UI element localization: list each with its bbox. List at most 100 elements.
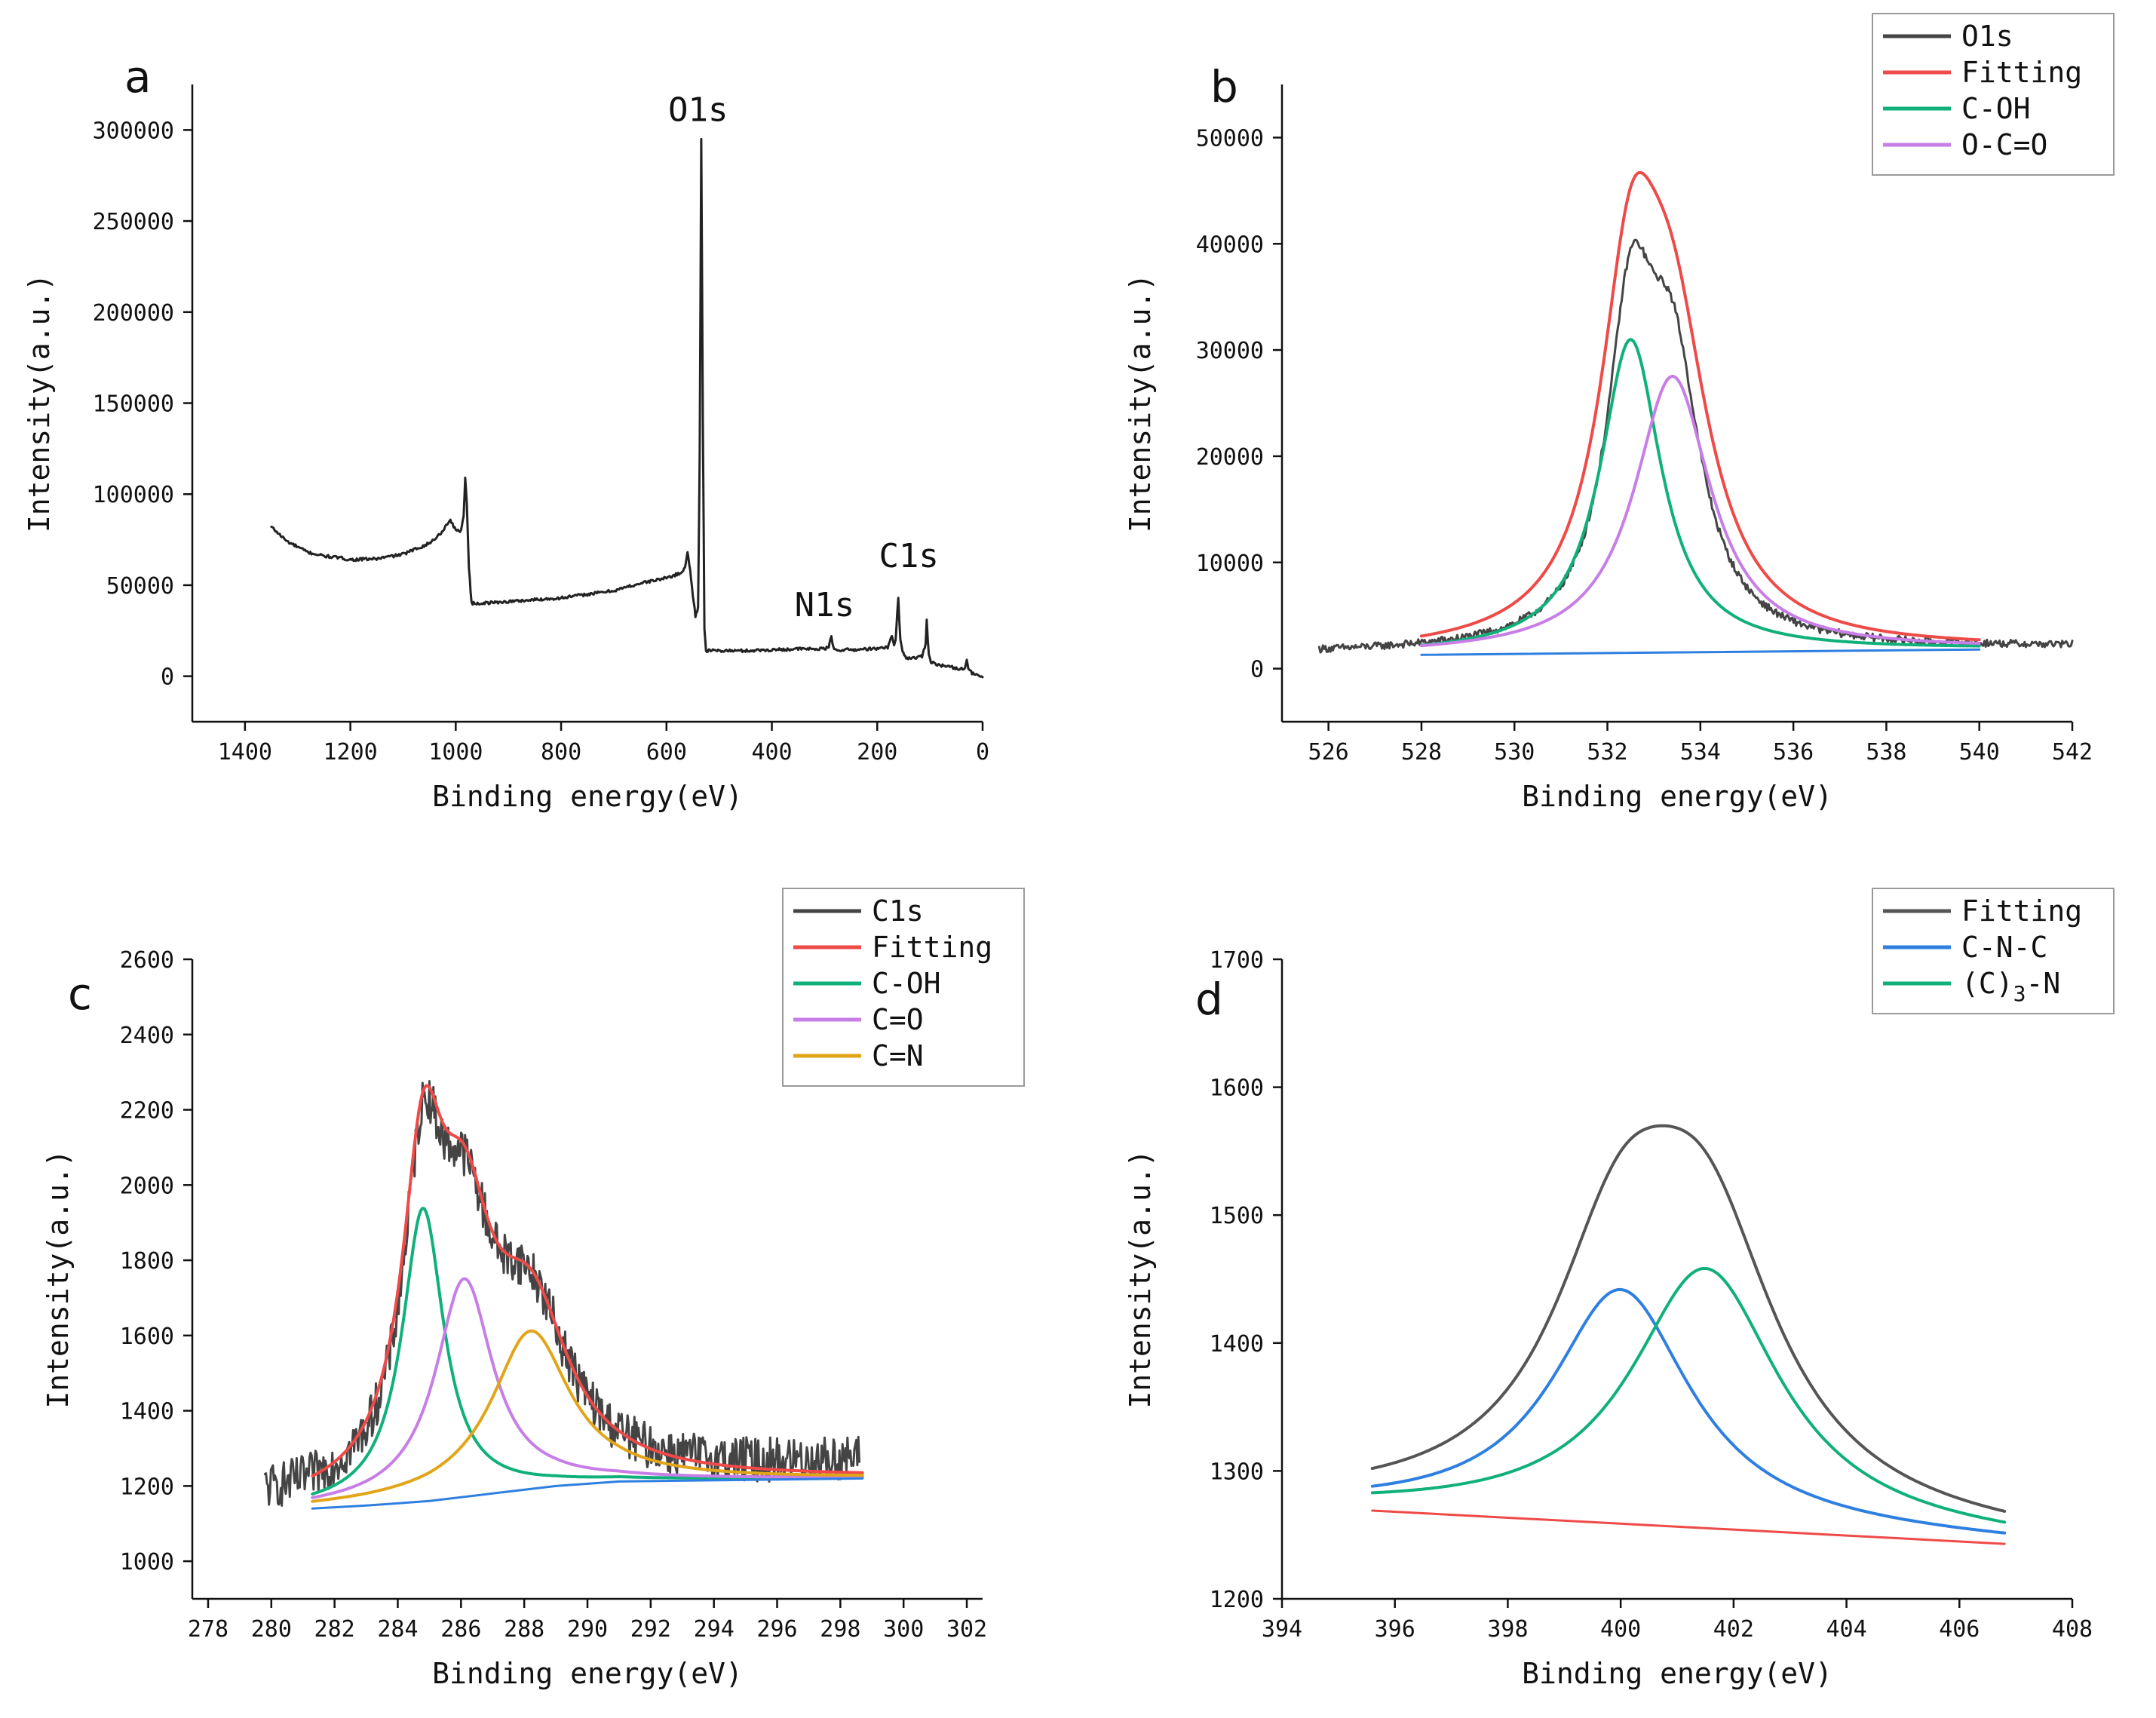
x-tick-label: 528: [1401, 739, 1442, 765]
series-background: [1420, 648, 1981, 656]
y-tick-label: 1600: [1210, 1075, 1264, 1102]
y-tick-label: 1700: [1210, 947, 1264, 974]
x-tick-label: 1400: [218, 739, 272, 765]
y-tick-label: 1400: [1210, 1331, 1264, 1358]
y-tick-label: 2600: [120, 947, 174, 974]
x-tick-label: 538: [1866, 739, 1906, 765]
x-tick-label: 280: [251, 1616, 292, 1643]
y-tick-label: 1300: [1210, 1459, 1264, 1485]
legend-entry: Fitting: [1961, 56, 2082, 89]
y-axis-title: Intensity(a.u.): [1124, 274, 1157, 532]
y-tick-label: 50000: [1196, 125, 1264, 152]
y-tick-label: 2200: [120, 1098, 174, 1124]
x-tick-label: 284: [377, 1616, 418, 1643]
x-tick-label: 540: [1959, 739, 2000, 765]
x-tick-label: 286: [440, 1616, 481, 1643]
y-tick-label: 1400: [120, 1399, 174, 1425]
chart-panel-a: 1400 1200 1000 800 600 400 200 0 0 50000 100000 150…: [23, 51, 989, 813]
x-tick-label: 288: [504, 1616, 544, 1643]
panel-label: a: [124, 51, 152, 103]
y-tick-label: 150000: [93, 391, 174, 418]
panel-label: d: [1195, 974, 1223, 1025]
legend-box: [1872, 13, 2115, 176]
x-tick-label: 530: [1494, 739, 1535, 765]
x-tick-label: 296: [756, 1616, 797, 1643]
y-tick-label: 1200: [1210, 1587, 1264, 1613]
y-tick-label: 1000: [120, 1549, 174, 1575]
chart-panel-d: 394 396 398 400 402 404 406 408 1200 1300 1400 1500…: [1124, 888, 2115, 1690]
legend-entry: Fitting: [1961, 894, 2082, 928]
x-tick-label: 542: [2052, 739, 2093, 765]
x-tick-label: 282: [314, 1616, 355, 1643]
series-fitting: [311, 1084, 864, 1478]
x-tick-label: 532: [1587, 739, 1627, 765]
x-tick-label: 294: [694, 1616, 735, 1643]
legend-entry: (C)3-N: [1961, 967, 2060, 1006]
legend-entry: O1s: [1961, 20, 2013, 53]
y-tick-label: 1200: [120, 1474, 174, 1500]
y-tick-label: 50000: [106, 573, 174, 600]
x-tick-label: 800: [541, 739, 581, 765]
x-tick-label: 396: [1375, 1616, 1415, 1643]
y-tick-label: 1800: [120, 1248, 174, 1275]
x-tick-label: 394: [1262, 1616, 1302, 1643]
series-fitting: [1419, 170, 1981, 642]
y-tick-label: 2000: [120, 1173, 174, 1199]
x-tick-label: 290: [567, 1616, 608, 1643]
series-c-n-c: [1370, 1287, 2007, 1535]
x-tick-label: 200: [857, 739, 897, 765]
y-tick-label: 200000: [93, 300, 174, 327]
x-tick-label: 400: [1600, 1616, 1641, 1643]
x-tick-label: 600: [646, 739, 687, 765]
series-fitting: [1370, 1124, 2007, 1513]
x-tick-label: 0: [976, 739, 989, 765]
x-tick-label: 298: [820, 1616, 860, 1643]
series-c1s: [263, 1080, 860, 1507]
peak-annotation: C1s: [879, 537, 938, 575]
legend-entry: C-OH: [872, 967, 941, 1000]
x-tick-label: 302: [946, 1616, 987, 1643]
series-c-oh: [1419, 338, 1981, 648]
legend-box: [782, 888, 1025, 1087]
legend-entry: C-N-C: [1961, 931, 2047, 964]
x-tick-label: 1200: [323, 739, 377, 765]
series-o1s: [1317, 238, 2074, 654]
legend-entry: C=O: [872, 1003, 924, 1036]
series-c-o: [311, 1277, 864, 1499]
y-tick-label: 30000: [1196, 338, 1264, 364]
legend-entry: C-OH: [1961, 92, 2031, 125]
y-axis-title: Intensity(a.u.): [23, 274, 56, 532]
y-tick-label: 1600: [120, 1324, 174, 1350]
x-tick-label: 534: [1680, 739, 1721, 765]
y-tick-label: 250000: [93, 209, 174, 235]
legend-entry: C1s: [872, 894, 924, 928]
x-tick-label: 404: [1826, 1616, 1866, 1643]
x-axis-title: Binding energy(eV): [1522, 1657, 1832, 1690]
x-axis-title: Binding energy(eV): [1522, 780, 1832, 813]
legend-entry: Fitting: [872, 931, 992, 964]
x-tick-label: 292: [630, 1616, 671, 1643]
chart-panel-c: 278 280 282 284 286 288 290 292 294 296 298 300 302 1…: [41, 888, 1025, 1690]
y-axis-title: Intensity(a.u.): [1124, 1149, 1157, 1408]
x-tick-label: 300: [883, 1616, 924, 1643]
panel-label: b: [1210, 61, 1238, 112]
panel-label: c: [68, 968, 92, 1020]
series-survey: [270, 137, 984, 679]
y-tick-label: 300000: [93, 118, 174, 144]
y-axis-title: Intensity(a.u.): [41, 1149, 75, 1408]
y-tick-label: 0: [1250, 657, 1264, 683]
peak-annotation: O1s: [668, 91, 728, 129]
y-tick-label: 1500: [1210, 1203, 1264, 1229]
series--c-3-n: [1370, 1266, 2007, 1524]
x-tick-label: 402: [1713, 1616, 1754, 1643]
series-background: [311, 1477, 864, 1510]
x-tick-label: 400: [751, 739, 792, 765]
series-background: [1371, 1509, 2006, 1545]
x-tick-label: 526: [1308, 739, 1349, 765]
legend-entry: O-C=O: [1961, 128, 2047, 161]
series-o-c-o: [1419, 374, 1981, 648]
y-tick-label: 20000: [1196, 444, 1264, 471]
y-tick-label: 2400: [120, 1023, 174, 1049]
